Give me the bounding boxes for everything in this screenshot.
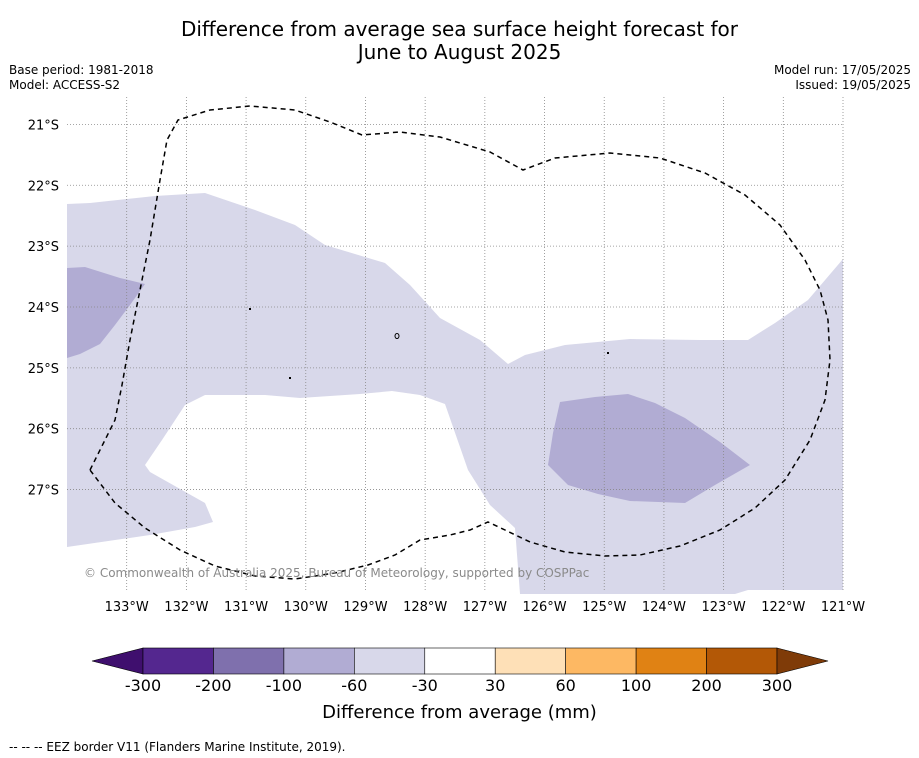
longitude-tick-label: 127°W [463,600,507,615]
colorbar-segment [354,647,426,675]
colorbar-tick-label: 30 [485,676,506,695]
colorbar-tick-label: -300 [124,676,162,695]
latitude-tick-label: 26°S [28,423,59,438]
latitude-tick-label: 27°S [28,484,59,499]
colorbar-tick-label: 60 [555,676,576,695]
colorbar-tick-label: 200 [691,676,722,695]
colorbar-segment [635,647,707,675]
longitude-tick-label: 129°W [343,600,387,615]
latitude-tick-label: 24°S [28,301,59,316]
longitude-tick-label: 126°W [522,600,566,615]
colorbar [91,647,829,675]
longitude-tick-label: 121°W [821,600,865,615]
colorbar-tick-label: -60 [341,676,368,695]
longitude-tick-labels: 133°W 132°W 131°W 130°W 129°W 128°W 127°W 126°W… [105,600,866,615]
map-figure: © Commonwealth of Australia 2025, Bureau… [28,97,866,675]
longitude-tick-label: 133°W [105,600,149,615]
colorbar-tick-label: 100 [620,676,652,695]
latitude-tick-label: 21°S [28,118,59,133]
issued-text: Issued: 19/05/2025 [795,78,911,92]
base-period-text: Base period: 1981-2018 [9,63,154,77]
island-speck [289,377,291,379]
longitude-tick-label: 122°W [761,600,805,615]
island-speck [607,352,609,354]
colorbar-min-extend [91,647,144,675]
meta-right: Model run: 17/05/2025 Issued: 19/05/2025 [774,63,911,93]
longitude-tick-label: 125°W [582,600,626,615]
colorbar-segment [494,647,566,675]
map-title: Difference from average sea surface heig… [0,18,919,64]
model-run-text: Model run: 17/05/2025 [773,63,911,77]
latitude-tick-label: 22°S [28,179,59,194]
eez-footnote: -- -- -- EEZ border V11 (Flanders Marine… [9,740,346,754]
colorbar-tick-label: -200 [195,676,232,695]
colorbar-tick-label: -30 [411,676,438,695]
meta-left: Base period: 1981-2018 Model: ACCESS-S2 [9,63,154,93]
longitude-tick-label: 128°W [403,600,447,615]
map-panel [67,97,844,594]
title-line-2: June to August 2025 [357,40,562,64]
title-line-1: Difference from average sea surface heig… [180,17,739,41]
longitude-tick-label: 124°W [642,600,686,615]
colorbar-segment [424,647,496,675]
colorbar-tick-label: 300 [761,676,793,695]
colorbar-segment [283,647,355,675]
lavender-region-east [548,394,750,503]
longitude-tick-label: 130°W [284,600,328,615]
eez-border [89,105,831,580]
colorbar-segment [142,647,214,675]
map-attribution: © Commonwealth of Australia 2025, Bureau… [84,566,589,580]
colorbar-segment [565,647,637,675]
colorbar-tick-label: -100 [265,676,303,695]
model-text: Model: ACCESS-S2 [9,78,121,92]
gridlines [67,97,844,590]
colorbar-segment [213,647,285,675]
latitude-tick-label: 23°S [28,240,59,255]
longitude-tick-label: 131°W [224,600,268,615]
island-speck [394,333,400,339]
colorbar-segment [706,647,778,675]
longitude-tick-label: 132°W [164,600,208,615]
island-speck [249,308,251,310]
colorbar-max-extend [776,647,829,675]
colorbar-title: Difference from average (mm) [322,702,597,723]
latitude-tick-labels: 21°S 22°S 23°S 24°S 25°S 26°S 27°S [28,118,59,498]
lavender-region-west [67,267,145,358]
latitude-tick-label: 25°S [28,362,59,377]
longitude-tick-label: 123°W [702,600,746,615]
